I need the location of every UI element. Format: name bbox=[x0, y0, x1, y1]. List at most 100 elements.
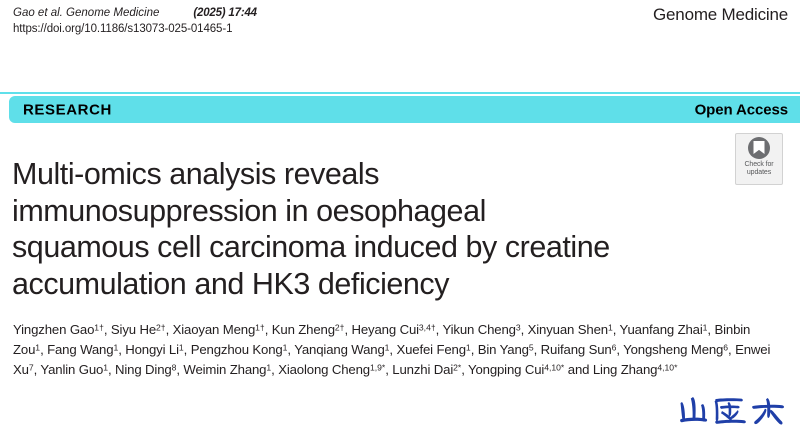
author-entry: Pengzhou Kong1, bbox=[191, 342, 295, 357]
author-entry: Yongsheng Meng6, bbox=[623, 342, 735, 357]
doi-link[interactable]: https://doi.org/10.1186/s13073-025-01465… bbox=[13, 23, 233, 35]
author-separator: , bbox=[533, 341, 541, 357]
running-head-line: Gao et al. Genome Medicine (2025) 17:44 bbox=[13, 6, 513, 21]
author-name: Ruifang Sun bbox=[540, 341, 612, 357]
author-entry: Ning Ding8, bbox=[115, 362, 183, 377]
author-name: Bin Yang bbox=[477, 341, 529, 357]
author-separator: , bbox=[461, 361, 469, 377]
crossmark-badge[interactable]: Check for updates bbox=[735, 133, 783, 185]
author-name: Pengzhou Kong bbox=[190, 341, 283, 357]
author-name: Enwei Xu bbox=[13, 341, 771, 377]
author-affiliation-marker: 1,9* bbox=[369, 361, 386, 372]
author-affiliation-marker: 4,10* bbox=[657, 361, 678, 372]
author-separator: and bbox=[564, 361, 593, 377]
author-affiliation-marker: 1† bbox=[255, 322, 265, 333]
author-name: Binbin Zou bbox=[13, 322, 751, 357]
author-name: Hongyi Li bbox=[125, 341, 179, 357]
author-entry: Lunzhi Dai2*, bbox=[392, 362, 468, 377]
author-entry: Ling Zhang4,10* bbox=[593, 362, 678, 377]
author-separator: , bbox=[435, 322, 443, 337]
author-affiliation-marker: 6 bbox=[611, 342, 617, 353]
author-name: Yanlin Guo bbox=[40, 361, 104, 377]
author-separator: , bbox=[103, 322, 111, 337]
author-separator: , bbox=[385, 361, 393, 377]
author-separator: , bbox=[728, 341, 736, 357]
author-entry: Yikun Cheng3, bbox=[442, 322, 527, 337]
author-affiliation-marker: 3 bbox=[515, 322, 521, 333]
author-entry: Xuefei Feng1, bbox=[396, 342, 477, 357]
author-separator: , bbox=[40, 341, 48, 357]
journal-title: Genome Medicine bbox=[653, 5, 788, 24]
author-entry: Fang Wang1, bbox=[47, 342, 125, 357]
running-head-journal: Gao et al. Genome Medicine bbox=[13, 7, 160, 19]
author-affiliation-marker: 6 bbox=[723, 342, 729, 353]
author-entry: Heyang Cui3,4†, bbox=[352, 322, 443, 337]
top-divider bbox=[0, 92, 800, 94]
author-separator: , bbox=[707, 322, 715, 337]
author-separator: , bbox=[616, 341, 624, 357]
author-name: Yuanfang Zhai bbox=[619, 322, 703, 337]
author-affiliation-marker: 1 bbox=[384, 342, 390, 353]
author-affiliation-marker: 2† bbox=[156, 322, 166, 333]
open-access-label: Open Access bbox=[694, 101, 788, 118]
author-separator: , bbox=[612, 322, 620, 337]
author-affiliation-marker: 1 bbox=[607, 322, 613, 333]
author-entry: Bin Yang5, bbox=[478, 342, 541, 357]
title-line: squamous cell carcinoma induced by creat… bbox=[12, 230, 610, 265]
author-name: Xinyuan Shen bbox=[527, 322, 608, 337]
crossmark-label: Check for updates bbox=[744, 161, 773, 177]
author-entry: Weimin Zhang1, bbox=[183, 362, 278, 377]
author-name: Yikun Cheng bbox=[442, 322, 516, 337]
author-name: Weimin Zhang bbox=[183, 361, 267, 377]
author-entry: Hongyi Li1, bbox=[125, 342, 190, 357]
author-entry: Yanlin Guo1, bbox=[40, 362, 115, 377]
author-name: Ning Ding bbox=[115, 361, 172, 377]
author-entry: Yongping Cui4,10* and bbox=[468, 362, 593, 377]
author-name: Xiaoyan Meng bbox=[172, 322, 256, 337]
author-affiliation-marker: 1† bbox=[94, 322, 104, 333]
author-separator: , bbox=[264, 322, 272, 337]
author-separator: , bbox=[520, 322, 528, 337]
author-separator: , bbox=[165, 322, 173, 337]
author-separator: , bbox=[118, 341, 126, 357]
author-affiliation-marker: 1 bbox=[465, 342, 471, 353]
author-name: Fang Wang bbox=[47, 341, 114, 357]
author-affiliation-marker: 1 bbox=[113, 342, 119, 353]
author-list: Yingzhen Gao1†, Siyu He2†, Xiaoyan Meng1… bbox=[13, 320, 775, 379]
university-watermark bbox=[678, 392, 790, 432]
author-separator: , bbox=[107, 361, 116, 377]
author-entry: Xiaoyan Meng1†, bbox=[173, 322, 272, 337]
author-separator: , bbox=[176, 361, 184, 377]
author-entry: Siyu He2†, bbox=[111, 322, 173, 337]
author-affiliation-marker: 1 bbox=[282, 342, 288, 353]
author-name: Xuefei Feng bbox=[396, 341, 466, 357]
article-type-banner: RESEARCH Open Access bbox=[9, 96, 800, 123]
title-line: accumulation and HK3 deficiency bbox=[12, 266, 450, 301]
author-affiliation-marker: 5 bbox=[528, 342, 534, 353]
author-separator: , bbox=[389, 341, 397, 357]
author-entry: Yanqiang Wang1, bbox=[294, 342, 396, 357]
title-line: Multi-omics analysis reveals bbox=[12, 157, 380, 192]
running-head-citation: (2025) 17:44 bbox=[193, 7, 257, 19]
author-separator: , bbox=[470, 341, 478, 357]
author-affiliation-marker: 1 bbox=[35, 342, 41, 353]
author-name: Kun Zheng bbox=[271, 322, 335, 337]
author-name: Heyang Cui bbox=[351, 322, 420, 337]
author-affiliation-marker: 1 bbox=[266, 361, 272, 372]
running-head: Gao et al. Genome Medicine (2025) 17:44 h… bbox=[13, 6, 513, 37]
author-entry: Xiaolong Cheng1,9*, bbox=[278, 362, 392, 377]
author-name: Xiaolong Cheng bbox=[278, 361, 370, 377]
author-separator: , bbox=[33, 361, 41, 377]
author-name: Yanqiang Wang bbox=[294, 341, 385, 357]
article-type-label: RESEARCH bbox=[23, 101, 112, 118]
author-name: Yongsheng Meng bbox=[623, 341, 724, 357]
author-separator: , bbox=[287, 341, 295, 357]
author-affiliation-marker: 3,4† bbox=[418, 322, 436, 333]
author-affiliation-marker: 1 bbox=[178, 342, 184, 353]
author-name: Lunzhi Dai bbox=[392, 361, 454, 377]
author-name: Yingzhen Gao bbox=[13, 322, 95, 337]
author-affiliation-marker: 2† bbox=[334, 322, 345, 333]
page-title: Multi-omics analysis reveals immunosuppre… bbox=[12, 156, 724, 302]
author-affiliation-marker: 1 bbox=[702, 322, 708, 333]
